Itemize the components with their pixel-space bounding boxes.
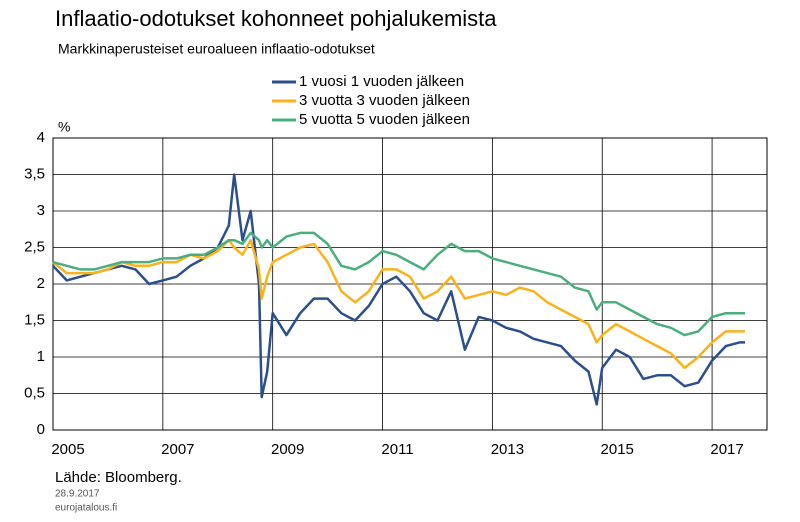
data-line — [52, 231, 745, 337]
x-tick-label: 2011 — [381, 441, 413, 458]
x-tick-label: 2017 — [710, 441, 743, 458]
data-line — [52, 238, 745, 370]
chart-subtitle: Markkinaperusteiset euroalueen inflaatio… — [58, 41, 375, 57]
x-tick-label: 2007 — [161, 441, 194, 458]
date: 28.9.2017 — [55, 489, 100, 500]
y-tick-label: 0 — [37, 421, 45, 438]
legend-label: 1 vuosi 1 vuoden jälkeen — [299, 73, 464, 90]
y-tick-label: 2 — [37, 275, 45, 292]
x-tick-label: 2009 — [271, 441, 304, 458]
y-tick-label: 2,5 — [24, 238, 45, 255]
y-tick-label: 0,5 — [24, 384, 45, 401]
site: eurojatalous.fi — [55, 503, 117, 514]
chart-title: Inflaatio-odotukset kohonneet pohjalukem… — [55, 6, 497, 31]
x-tick-label: 2015 — [601, 441, 634, 458]
y-tick-label: 1,5 — [24, 311, 45, 328]
y-tick-label: 1 — [37, 348, 45, 365]
y-axis-unit: % — [58, 119, 70, 135]
y-tick-label: 4 — [37, 129, 45, 146]
x-tick-label: 2005 — [51, 441, 84, 458]
y-tick-label: 3,5 — [24, 165, 45, 182]
legend-label: 3 vuotta 3 vuoden jälkeen — [299, 92, 470, 109]
data-line — [52, 173, 745, 406]
source: Lähde: Bloomberg. — [55, 469, 182, 486]
y-tick-label: 3 — [37, 202, 45, 219]
legend-label: 5 vuotta 5 vuoden jälkeen — [299, 111, 470, 128]
x-tick-label: 2013 — [491, 441, 524, 458]
